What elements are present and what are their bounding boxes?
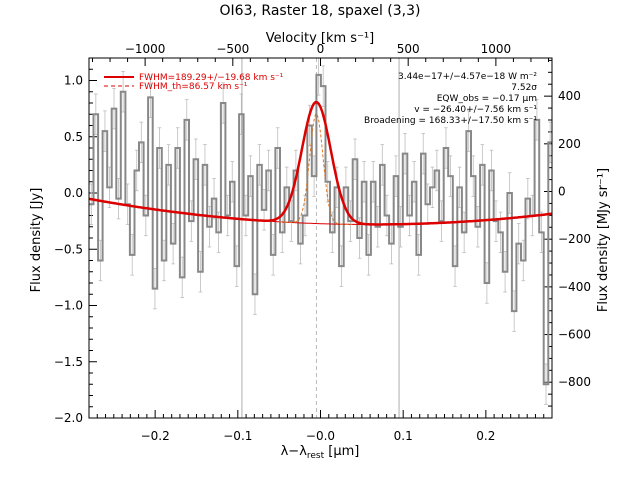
right-tick-label: −200 <box>558 232 591 246</box>
annotation-eqw: EQW_obs = −0.17 μm <box>437 94 537 104</box>
top-tick-label: 1000 <box>481 42 512 56</box>
gaussian-fit <box>88 100 553 226</box>
top-tick-label: 0 <box>317 42 325 56</box>
y-tick-label: −0.5 <box>54 242 83 256</box>
right-tick-label: 400 <box>558 89 581 103</box>
right-tick-label: −600 <box>558 328 591 342</box>
y-tick-label: 0.5 <box>64 130 83 144</box>
annotation-velocity: v = −26.40+/−7.56 km s⁻¹ <box>414 105 537 115</box>
right-tick-label: 200 <box>558 137 581 151</box>
plot-frame <box>88 57 553 419</box>
legend: FWHM=189.29+/−19.68 km s⁻¹ FWHM_th=86.57… <box>104 73 284 92</box>
data-histogram <box>89 73 552 386</box>
chart-title: OI63, Raster 18, spaxel (3,3) <box>220 3 421 19</box>
x-axis-label: λ−λrest [μm] <box>281 444 360 461</box>
x-axis-label-sub: rest <box>307 451 325 461</box>
top-tick-label: 500 <box>397 42 420 56</box>
x-tick-label: −0.2 <box>141 429 170 443</box>
right-tick-label: −800 <box>558 375 591 389</box>
annotation-sigma: 7.52σ <box>511 83 537 93</box>
legend-label-fwhm-th: FWHM_th=86.57 km s⁻¹ <box>139 82 248 92</box>
top-tick-label: −1000 <box>125 42 166 56</box>
right-tick-label: −400 <box>558 280 591 294</box>
y-tick-label: −2.0 <box>54 411 83 425</box>
right-tick-label: 0 <box>558 185 566 199</box>
thermal-profile <box>279 113 352 225</box>
x-tick-label: −0.1 <box>223 429 252 443</box>
top-tick-label: −500 <box>216 42 249 56</box>
y-axis-label: Flux density [Jy] <box>29 188 44 293</box>
y-tick-label: −1.5 <box>54 355 83 369</box>
reference-lines <box>241 58 400 418</box>
y-tick-label: −1.0 <box>54 299 83 313</box>
right-axis-label: Flux density [MJy sr⁻¹] <box>596 168 611 312</box>
y-tick-label: 1.0 <box>64 74 83 88</box>
legend-label-fwhm: FWHM=189.29+/−19.68 km s⁻¹ <box>139 73 284 83</box>
fit-annotations: 3.44e−17+/−4.57e−18 W m⁻² 7.52σ EQW_obs … <box>364 72 537 126</box>
data-series <box>89 73 552 386</box>
x-tick-label: 0.1 <box>394 429 413 443</box>
annotation-broadening: Broadening = 168.33+/−17.50 km s⁻¹ <box>364 116 537 126</box>
annotation-flux: 3.44e−17+/−4.57e−18 W m⁻² <box>398 72 537 82</box>
x-axis-label-main: λ−λ <box>281 444 308 459</box>
top-axis-label-text: Velocity [km s⁻¹] <box>266 31 374 46</box>
axis-ticks: −0.2 −0.1 −0.0 0.1 0.2 1.0 0.5 0.0 −0.5 −1.0 −1.5 −… <box>54 42 591 443</box>
x-axis-label-unit: [μm] <box>324 444 359 459</box>
y-tick-label: 0.0 <box>64 186 83 200</box>
fit-curves <box>88 100 553 226</box>
top-axis-label: Velocity [km s⁻¹] <box>266 31 374 46</box>
x-tick-label: −0.0 <box>306 429 335 443</box>
x-tick-label: 0.2 <box>476 429 495 443</box>
